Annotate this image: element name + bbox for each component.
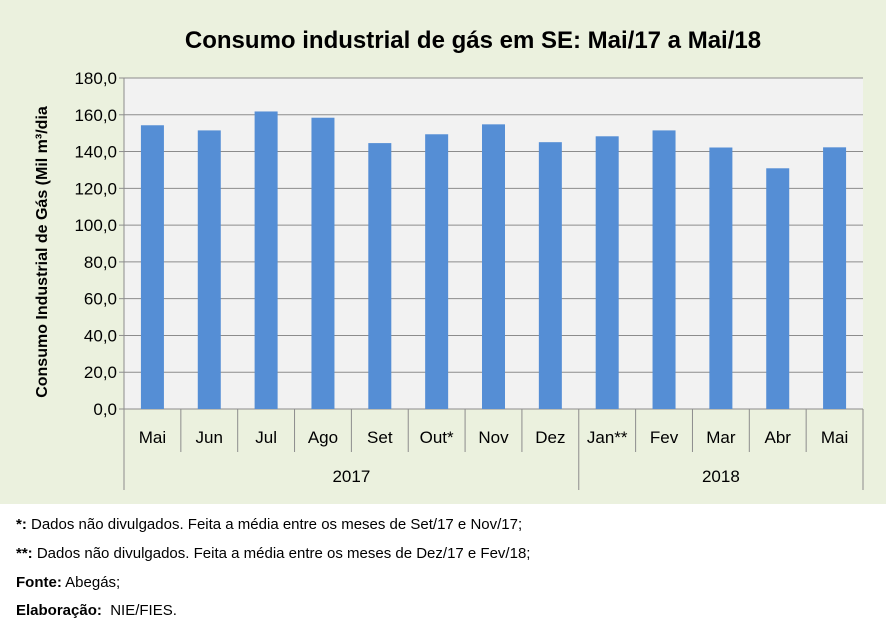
bar bbox=[538, 142, 562, 409]
footnote-2: **: Dados não divulgados. Feita a média … bbox=[16, 545, 530, 563]
source-text: Abegás; bbox=[61, 574, 121, 591]
x-tick-label: Jul bbox=[255, 428, 277, 447]
footnote-1-key: *: bbox=[16, 516, 27, 533]
y-tick-label: 20,0 bbox=[84, 363, 117, 382]
footnote-2-key: **: bbox=[16, 545, 33, 562]
x-tick-label: Mar bbox=[706, 428, 736, 447]
bar bbox=[823, 147, 847, 409]
x-tick-label: Mai bbox=[139, 428, 166, 447]
y-tick-label: 180,0 bbox=[74, 69, 117, 88]
bar bbox=[368, 143, 392, 409]
author-text: NIE/FIES. bbox=[101, 602, 177, 619]
footnote-2-text: Dados não divulgados. Feita a média entr… bbox=[32, 545, 531, 562]
chart-title: Consumo industrial de gás em SE: Mai/17 … bbox=[185, 27, 761, 54]
bar-chart: Consumo industrial de gás em SE: Mai/17 … bbox=[34, 27, 864, 490]
x-tick-label: Out* bbox=[420, 428, 454, 447]
y-tick-label: 0,0 bbox=[93, 400, 117, 419]
y-tick-label: 40,0 bbox=[84, 326, 117, 345]
bar bbox=[595, 136, 619, 409]
bar bbox=[766, 168, 790, 409]
bar bbox=[652, 130, 676, 410]
plot-area: 0,0 20,0 40,0 60,0 80,0 100,0 120,0 140,0 160,0 1… bbox=[74, 69, 864, 490]
bar bbox=[482, 124, 505, 409]
bar bbox=[425, 134, 449, 409]
y-tick-label: 60,0 bbox=[84, 290, 117, 309]
x-tick-label: Dez bbox=[535, 428, 565, 447]
y-tick-label: 160,0 bbox=[74, 106, 117, 125]
group-label: 2017 bbox=[332, 467, 370, 486]
x-tick-label: Jun bbox=[196, 428, 223, 447]
bar bbox=[140, 125, 164, 409]
bar bbox=[311, 117, 335, 409]
chart-area: Consumo industrial de gás em SE: Mai/17 … bbox=[0, 0, 886, 504]
x-tick-label: Mai bbox=[821, 428, 848, 447]
y-axis-label: Consumo Industrial de Gás (Mil m³/dia bbox=[34, 106, 51, 398]
source-note: Fonte: Abegás; bbox=[16, 574, 120, 592]
y-tick-label: 140,0 bbox=[74, 143, 117, 162]
footnote-1: *: Dados não divulgados. Feita a média e… bbox=[16, 516, 522, 534]
bar bbox=[709, 147, 733, 409]
footnote-1-text: Dados não divulgados. Feita a média entr… bbox=[26, 516, 523, 533]
x-tick-label: Ago bbox=[308, 428, 338, 447]
bar bbox=[254, 111, 278, 410]
x-tick-label: Fev bbox=[650, 428, 679, 447]
source-key: Fonte: bbox=[16, 574, 62, 591]
x-tick-label: Jan** bbox=[587, 428, 628, 447]
author-key: Elaboração: bbox=[16, 602, 102, 619]
y-tick-label: 100,0 bbox=[74, 216, 117, 235]
author-note: Elaboração: NIE/FIES. bbox=[16, 602, 177, 620]
x-tick-label: Nov bbox=[478, 428, 509, 447]
y-tick-label: 80,0 bbox=[84, 253, 117, 272]
x-tick-label: Abr bbox=[764, 428, 791, 447]
y-tick-label: 120,0 bbox=[74, 179, 117, 198]
group-label: 2018 bbox=[702, 467, 740, 486]
x-tick-label: Set bbox=[367, 428, 393, 447]
bar bbox=[197, 130, 221, 410]
